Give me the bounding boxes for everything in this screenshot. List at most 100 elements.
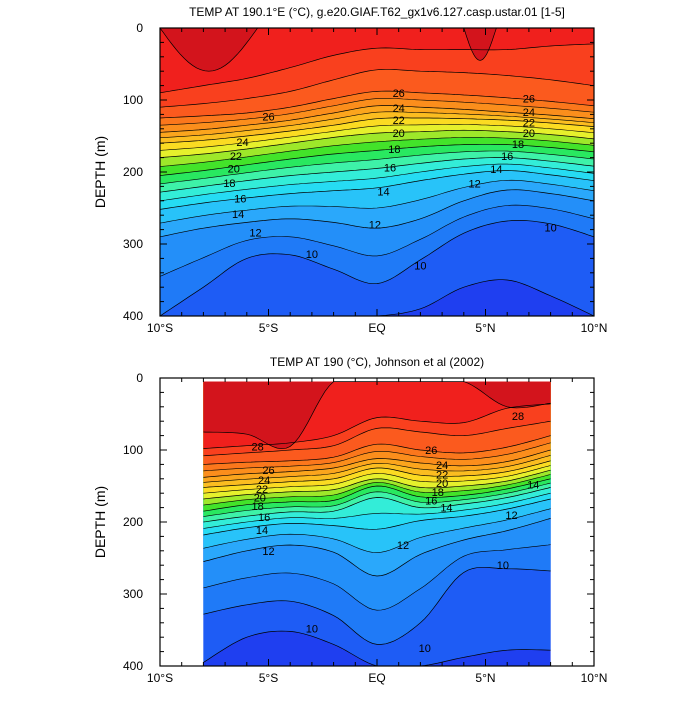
- bottom-contour-line-12: [203, 518, 551, 577]
- top-contour-label: 14: [377, 186, 389, 198]
- top-contour-line-13: [160, 179, 594, 224]
- top-contour-label: 26: [262, 112, 274, 124]
- top-contour-line-26: [160, 90, 594, 119]
- bottom-y-axis-label: DEPTH (m): [92, 486, 108, 558]
- top-contour-line-24: [160, 105, 594, 133]
- top-x-tick-label: EQ: [368, 321, 385, 335]
- top-axis-ticks: [159, 27, 595, 317]
- bottom-x-tick-label: 10°S: [147, 671, 173, 685]
- bottom-contour-label: 16: [258, 512, 270, 524]
- bottom-contour-line-22: [203, 460, 551, 488]
- top-contour-label: 10: [414, 261, 426, 273]
- bottom-contour-line-11: [203, 544, 551, 611]
- bottom-x-tick-label: 5°S: [259, 671, 278, 685]
- top-y-axis-label: DEPTH (m): [92, 136, 108, 208]
- bottom-contour-label: 22: [436, 469, 448, 481]
- bottom-contour-label: 16: [425, 495, 437, 507]
- bottom-contour-label: 24: [436, 460, 448, 472]
- top-y-tick-label: 200: [123, 165, 143, 179]
- top-contour-line-20: [160, 129, 594, 158]
- top-contour-label: 16: [384, 163, 396, 175]
- bottom-contour-label: 10: [497, 560, 509, 572]
- top-contour-label: 14: [490, 164, 502, 176]
- top-contour-line-28: [160, 43, 594, 94]
- bottom-contour-line-25: [203, 442, 551, 472]
- top-contour-line-9: [160, 279, 594, 316]
- bottom-contour-label: 22: [256, 484, 268, 496]
- bottom-contour-line-20: [203, 469, 551, 500]
- top-y-tick-label: 0: [136, 21, 143, 35]
- bottom-contour-label: 12: [397, 540, 409, 552]
- bottom-x-tick-label: 10°N: [581, 671, 608, 685]
- bottom-contour-label: 14: [527, 480, 539, 492]
- bottom-chart-title: TEMP AT 190 (°C), Johnson et al (2002): [270, 355, 484, 369]
- top-contour-label: 24: [523, 107, 535, 119]
- bottom-contour-lines: [203, 381, 551, 666]
- top-x-tick-label: 5°N: [475, 321, 495, 335]
- bottom-contour-line-24: [203, 449, 551, 478]
- top-contour-line-16: [160, 157, 594, 193]
- bottom-contour-line-10: [203, 566, 551, 645]
- bottom-y-tick-label: 0: [136, 371, 143, 385]
- top-y-tick-label: 300: [123, 237, 143, 251]
- top-contour-label: 20: [393, 128, 405, 140]
- bottom-y-tick-label: 400: [123, 659, 143, 673]
- bottom-contour-label: 24: [258, 475, 270, 487]
- bottom-contour-label: 18: [432, 487, 444, 499]
- top-chart-title: TEMP AT 190.1°E (°C), g.e20.GIAF.T62_gx1…: [189, 5, 565, 19]
- bottom-contour-line-9: [203, 630, 551, 666]
- top-contour-label: 12: [469, 179, 481, 191]
- top-y-tick-label: 400: [123, 309, 143, 323]
- bottom-axis-ticks: [159, 377, 595, 667]
- top-contour-line-12: [160, 189, 594, 238]
- top-contour-label: 22: [523, 117, 535, 129]
- bottom-contour-label: 10: [306, 624, 318, 636]
- top-warm-pool-0: [160, 28, 259, 72]
- bottom-x-tick-label: 5°N: [475, 671, 495, 685]
- top-contour-label: 18: [223, 178, 235, 190]
- top-contour-label: 16: [234, 194, 246, 206]
- top-contour-label: 24: [236, 137, 248, 149]
- top-x-tick-label: 10°S: [147, 321, 173, 335]
- bottom-x-tick-label: EQ: [368, 671, 385, 685]
- bottom-panel: TEMP AT 190 (°C), Johnson et al (2002) 2…: [92, 355, 607, 685]
- top-contour-label: 22: [230, 151, 242, 163]
- top-contour-label: 20: [523, 128, 535, 140]
- bottom-contour-labels: 2826242220181614121026242220181614121010…: [252, 411, 540, 655]
- bottom-contour-line-19: [203, 474, 551, 506]
- top-y-tick-label: 100: [123, 93, 143, 107]
- bottom-contour-label: 12: [505, 510, 517, 522]
- top-contour-label: 20: [228, 163, 240, 175]
- top-contour-label: 18: [512, 139, 524, 151]
- bottom-contour-label: 26: [425, 445, 437, 457]
- top-contour-label: 10: [306, 249, 318, 261]
- bottom-contour-label: 14: [256, 525, 268, 537]
- top-contour-label: 22: [393, 115, 405, 127]
- top-x-tick-label: 5°S: [259, 321, 278, 335]
- bottom-contour-label: 18: [252, 501, 264, 513]
- bottom-contour-label: 26: [262, 465, 274, 477]
- top-contour-line-15: [160, 163, 594, 202]
- bottom-fill-above-29: [203, 381, 551, 449]
- top-contour-line-22: [160, 117, 594, 144]
- top-contour-line-25: [160, 98, 594, 126]
- bottom-contour-line-17: [203, 482, 551, 517]
- top-panel: TEMP AT 190.1°E (°C), g.e20.GIAF.T62_gx1…: [92, 5, 607, 335]
- bottom-contour-line-21: [203, 465, 551, 494]
- top-contour-line-17: [160, 150, 594, 185]
- top-x-tick-label: 10°N: [581, 321, 608, 335]
- bottom-contour-line-28: [203, 403, 551, 449]
- top-contour-label: 10: [544, 222, 556, 234]
- top-contour-labels: 2624222018161412102624222018161412102624…: [223, 88, 556, 273]
- top-contour-line-21: [160, 124, 594, 151]
- bottom-contour-line-23: [203, 455, 551, 483]
- bottom-contour-line-26: [203, 435, 551, 465]
- bottom-y-tick-label: 200: [123, 515, 143, 529]
- bottom-contour-line-18: [203, 478, 551, 512]
- bottom-contour-label: 12: [262, 546, 274, 558]
- bottom-contour-label: 10: [419, 643, 431, 655]
- top-contour-label: 26: [523, 94, 535, 106]
- bottom-contour-line-13: [203, 508, 551, 553]
